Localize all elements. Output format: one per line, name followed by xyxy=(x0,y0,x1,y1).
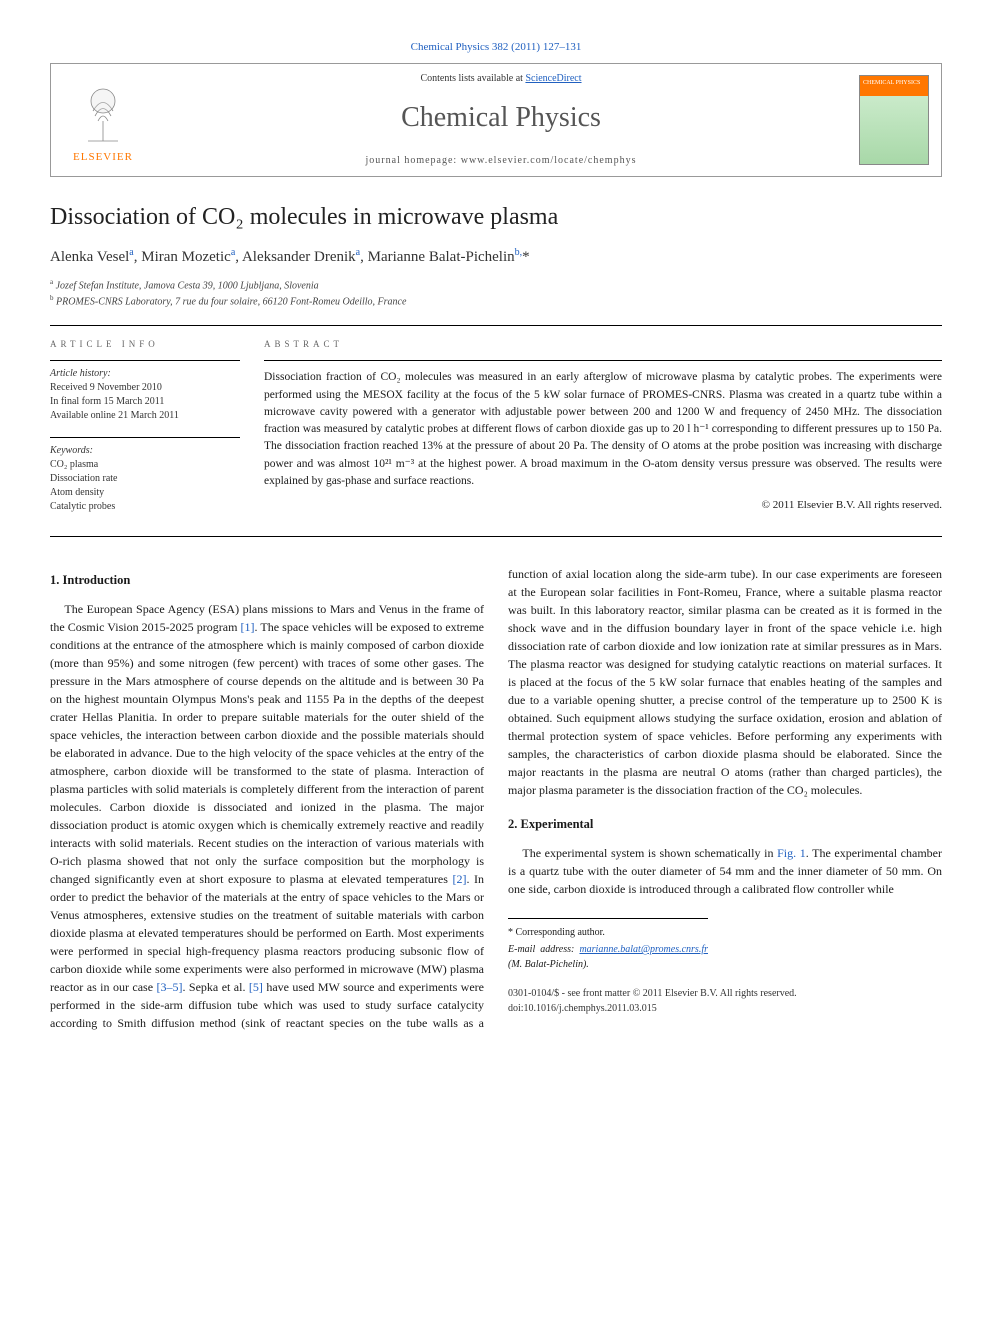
history-block: Article history: Received 9 November 201… xyxy=(50,367,240,423)
homepage-prefix: journal homepage: xyxy=(366,155,461,166)
keywords-head: Keywords: xyxy=(50,444,240,458)
journal-name: Chemical Physics xyxy=(143,98,859,137)
doi-block: 0301-0104/$ - see front matter © 2011 El… xyxy=(508,986,942,1016)
history-line-2: Available online 21 March 2011 xyxy=(50,409,240,423)
meta-abstract-row: ARTICLE INFO Article history: Received 9… xyxy=(50,338,942,529)
rule-meta-2 xyxy=(50,437,240,438)
email-label: E-mail address: xyxy=(508,944,574,955)
article-info-column: ARTICLE INFO Article history: Received 9… xyxy=(50,338,240,529)
article-info-heading: ARTICLE INFO xyxy=(50,338,240,351)
keywords-block: Keywords: CO₂ plasma Dissociation rate A… xyxy=(50,444,240,514)
rule-abstract xyxy=(264,360,942,361)
history-head: Article history: xyxy=(50,367,240,381)
authors: Alenka Vesela, Miran Mozetica, Aleksande… xyxy=(50,246,942,268)
history-line-1: In final form 15 March 2011 xyxy=(50,395,240,409)
email-name: (M. Balat-Pichelin). xyxy=(508,959,589,970)
abstract-column: ABSTRACT Dissociation fraction of CO₂ mo… xyxy=(264,338,942,529)
journal-cover-thumb: CHEMICAL PHYSICS xyxy=(859,75,929,165)
rule-meta xyxy=(50,360,240,361)
publisher-logo: ELSEVIER xyxy=(63,75,143,165)
rule-top xyxy=(50,325,942,326)
contents-line: Contents lists available at ScienceDirec… xyxy=(143,72,859,86)
body-columns: 1. Introduction The European Space Agenc… xyxy=(50,565,942,1032)
journal-header: ELSEVIER Contents lists available at Sci… xyxy=(50,63,942,176)
experimental-paragraph: The experimental system is shown schemat… xyxy=(508,844,942,898)
keyword-3: Catalytic probes xyxy=(50,500,240,514)
rule-bottom xyxy=(50,536,942,537)
abstract-heading: ABSTRACT xyxy=(264,338,942,351)
section-experimental-head: 2. Experimental xyxy=(508,815,942,834)
cover-thumb-label: CHEMICAL PHYSICS xyxy=(863,79,920,87)
article-title: Dissociation of CO₂ molecules in microwa… xyxy=(50,201,942,235)
email-line: E-mail address: marianne.balat@promes.cn… xyxy=(508,942,708,972)
affiliations: a Jozef Stefan Institute, Jamova Cesta 3… xyxy=(50,278,942,309)
doi-line: doi:10.1016/j.chemphys.2011.03.015 xyxy=(508,1001,942,1016)
section-intro-head: 1. Introduction xyxy=(50,571,484,590)
abstract-copyright: © 2011 Elsevier B.V. All rights reserved… xyxy=(264,498,942,513)
keyword-1: Dissociation rate xyxy=(50,472,240,486)
issn-line: 0301-0104/$ - see front matter © 2011 El… xyxy=(508,986,942,1001)
elsevier-tree-icon xyxy=(73,86,133,146)
publisher-name: ELSEVIER xyxy=(73,150,133,165)
top-citation: Chemical Physics 382 (2011) 127–131 xyxy=(50,40,942,55)
corresponding-label: * Corresponding author. xyxy=(508,925,708,940)
sciencedirect-link[interactable]: ScienceDirect xyxy=(525,73,581,84)
header-center: Contents lists available at ScienceDirec… xyxy=(143,72,859,167)
contents-prefix: Contents lists available at xyxy=(420,73,525,84)
keyword-2: Atom density xyxy=(50,486,240,500)
homepage-url: www.elsevier.com/locate/chemphys xyxy=(461,155,637,166)
keyword-0: CO₂ plasma xyxy=(50,458,240,472)
page: Chemical Physics 382 (2011) 127–131 ELSE… xyxy=(0,0,992,1072)
homepage-line: journal homepage: www.elsevier.com/locat… xyxy=(143,154,859,168)
history-line-0: Received 9 November 2010 xyxy=(50,381,240,395)
corresponding-footer: * Corresponding author. E-mail address: … xyxy=(508,918,708,972)
abstract-text: Dissociation fraction of CO₂ molecules w… xyxy=(264,369,942,490)
email-link[interactable]: marianne.balat@promes.cnrs.fr xyxy=(579,944,708,955)
